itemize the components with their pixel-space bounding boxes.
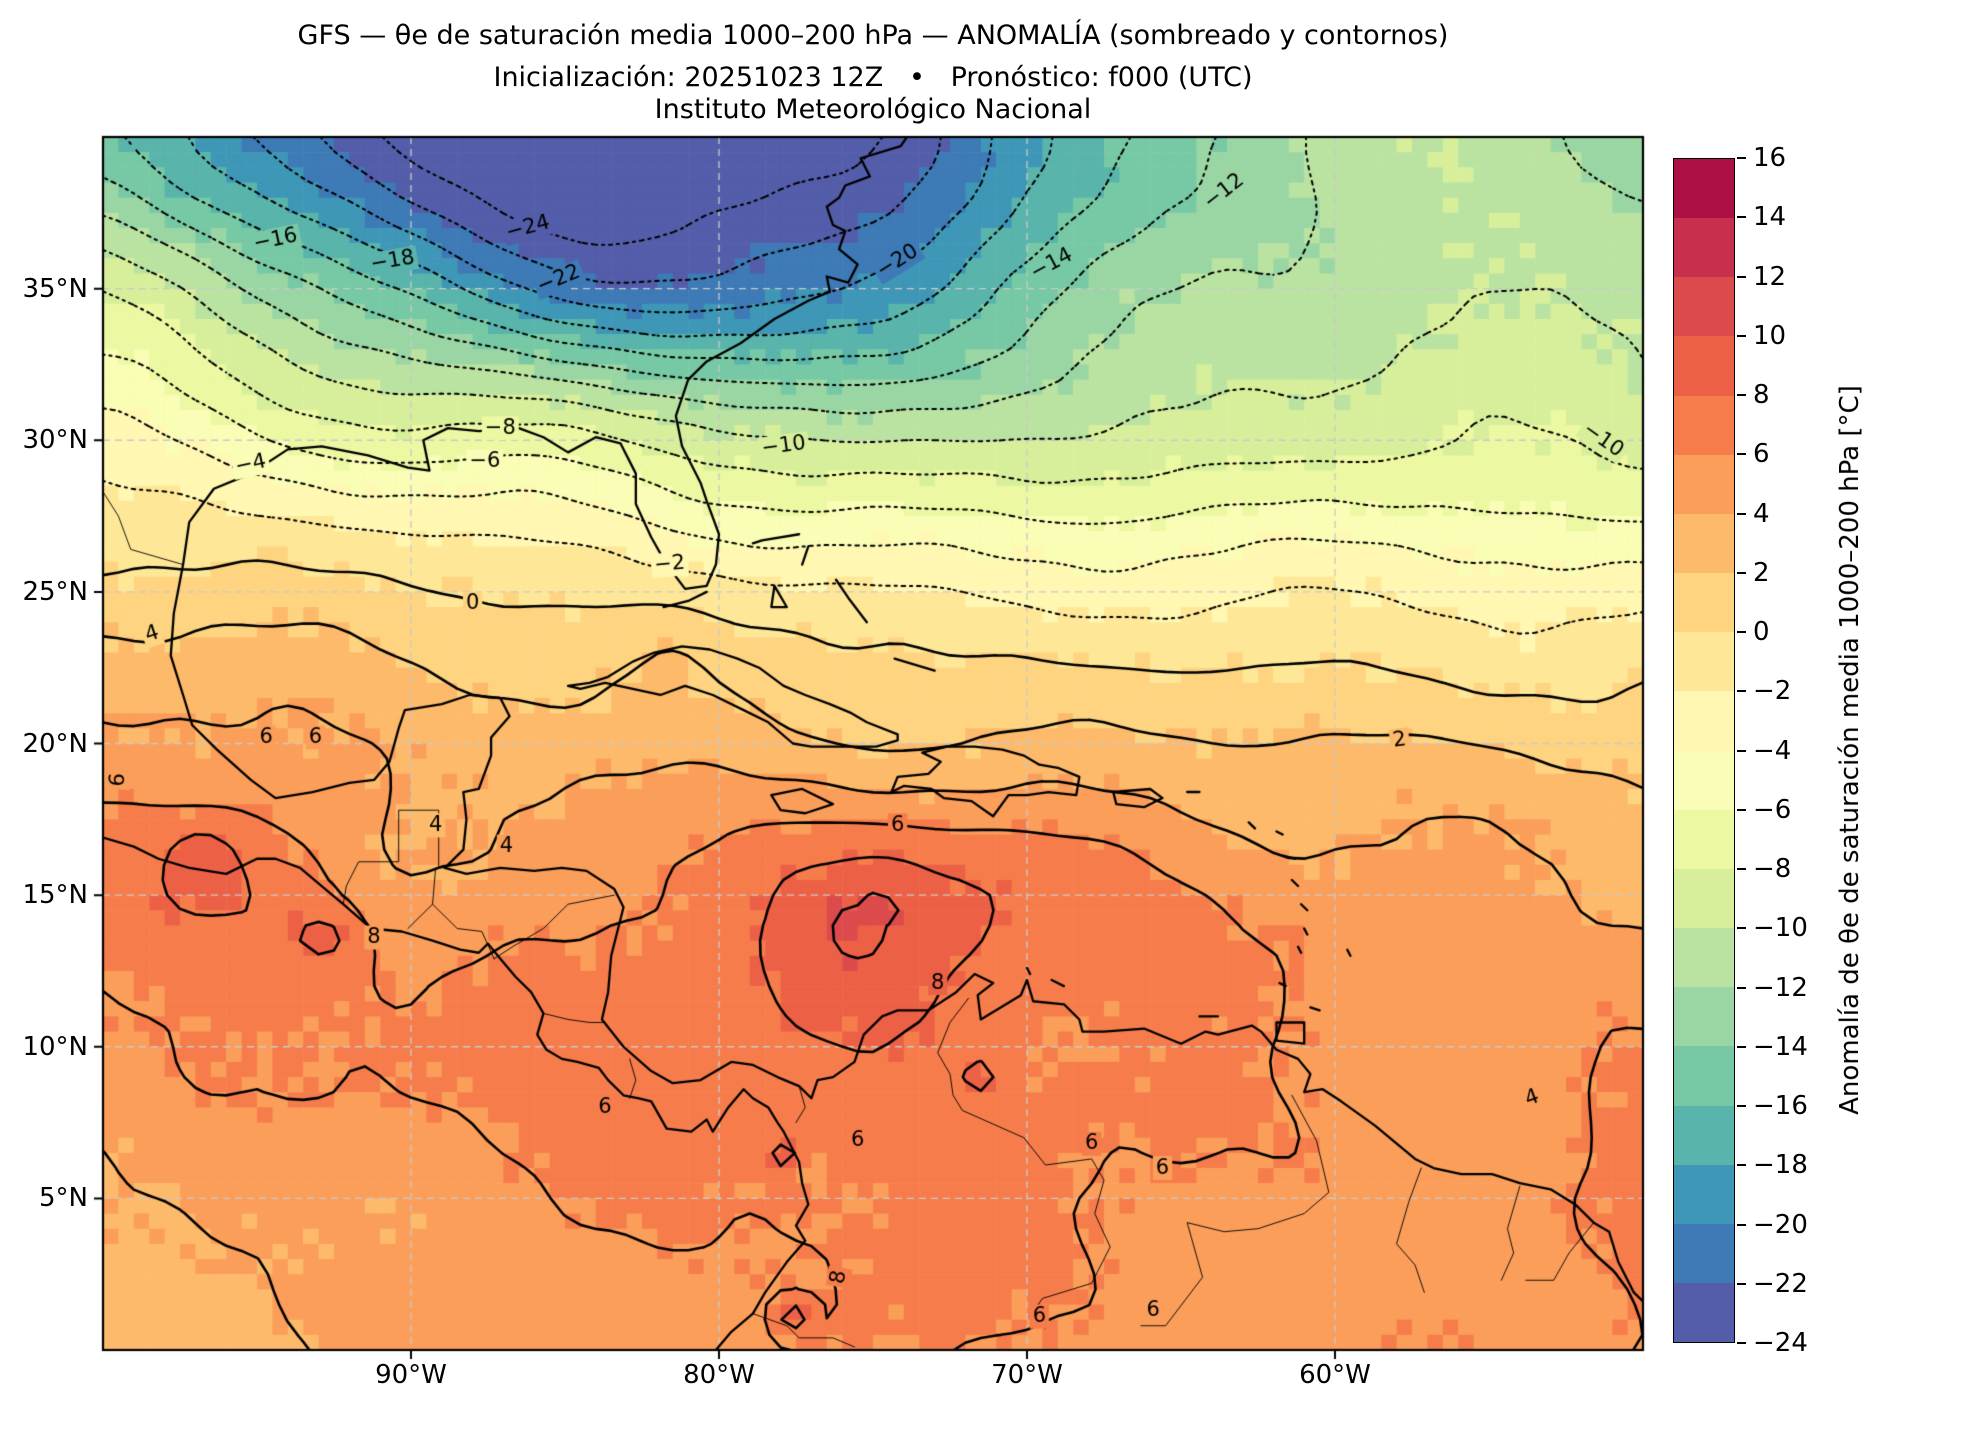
colorbar-tick-label-8: 8	[1753, 380, 1770, 410]
colorbar-tick-mark	[1737, 394, 1746, 397]
colorbar-tick-mark	[1737, 1105, 1746, 1108]
colorbar-segment-14-to-16	[1674, 159, 1734, 219]
x-tick-label-70°W: 70°W	[991, 1360, 1063, 1390]
chart-subtitle-institution: Instituto Meteorológico Nacional	[654, 94, 1092, 125]
colorbar-tick-label-14: 14	[1753, 202, 1787, 233]
colorbar-tick-label-12: 12	[1753, 261, 1787, 292]
colorbar-tick-mark	[1737, 571, 1746, 574]
colorbar-segment--10-to--8	[1674, 868, 1734, 929]
colorbar-segment--4-to--2	[1674, 691, 1734, 751]
colorbar-label: Anomalía de θe de saturación media 1000–…	[1835, 385, 1865, 1115]
colorbar-segment--6-to--4	[1674, 750, 1734, 810]
colorbar-segment--22-to--20	[1674, 1223, 1734, 1283]
colorbar-tick-mark	[1737, 334, 1746, 337]
colorbar-tick-mark	[1737, 1342, 1746, 1345]
colorbar-tick-label-−14: −14	[1753, 1031, 1808, 1062]
colorbar-tick-mark	[1737, 1282, 1746, 1285]
colorbar-tick-mark	[1737, 1223, 1746, 1226]
colorbar-segment-8-to-10	[1674, 336, 1734, 396]
y-tick-label-20°N: 20°N	[22, 728, 88, 759]
y-tick-label-30°N: 30°N	[22, 425, 88, 456]
colorbar-tick-label-−12: −12	[1753, 972, 1808, 1003]
colorbar-segment--24-to--22	[1674, 1282, 1734, 1343]
colorbar-tick-label-0: 0	[1753, 617, 1770, 647]
colorbar-segment-6-to-8	[1674, 395, 1734, 455]
colorbar-segment-4-to-6	[1674, 454, 1734, 514]
colorbar-segment--16-to--14	[1674, 1046, 1734, 1106]
colorbar-tick-mark	[1737, 927, 1746, 930]
colorbar-tick-label-2: 2	[1753, 557, 1770, 588]
colorbar-tick-label-10: 10	[1753, 320, 1787, 351]
colorbar-tick-label-6: 6	[1753, 439, 1770, 470]
colorbar-tick-mark	[1737, 1164, 1746, 1167]
x-tick-label-80°W: 80°W	[683, 1360, 755, 1390]
y-tick-label-35°N: 35°N	[22, 273, 88, 304]
y-tick-label-10°N: 10°N	[22, 1031, 88, 1062]
colorbar-tick-mark	[1737, 986, 1746, 989]
chart-title: GFS — θe de saturación media 1000–200 hP…	[297, 20, 1449, 51]
colorbar-segment-0-to-2	[1674, 573, 1734, 633]
colorbar-tick-mark	[1737, 1045, 1746, 1048]
colorbar-segment-2-to-4	[1674, 513, 1734, 574]
colorbar-tick-mark	[1737, 275, 1746, 278]
x-tick-label-90°W: 90°W	[375, 1360, 447, 1390]
colorbar-segment--8-to--6	[1674, 809, 1734, 869]
colorbar-segment--20-to--18	[1674, 1164, 1734, 1224]
colorbar-segment--18-to--16	[1674, 1105, 1734, 1165]
colorbar-segment-12-to-14	[1674, 218, 1734, 278]
colorbar-tick-label-4: 4	[1753, 498, 1770, 529]
colorbar-tick-label-−22: −22	[1753, 1268, 1808, 1299]
colorbar-tick-mark	[1737, 868, 1746, 871]
x-tick-label-60°W: 60°W	[1299, 1360, 1371, 1390]
colorbar-tick-mark	[1737, 749, 1746, 752]
colorbar-tick-label-−4: −4	[1753, 735, 1792, 766]
colorbar-tick-mark	[1737, 808, 1746, 811]
colorbar-tick-label-−8: −8	[1753, 854, 1792, 884]
y-tick-label-5°N: 5°N	[39, 1183, 88, 1214]
y-tick-label-25°N: 25°N	[22, 576, 88, 607]
colorbar-tick-label-−10: −10	[1753, 913, 1808, 944]
colorbar-tick-label-16: 16	[1753, 143, 1787, 173]
colorbar-tick-mark	[1737, 216, 1746, 219]
colorbar-tick-label-−18: −18	[1753, 1150, 1808, 1181]
colorbar-segment-10-to-12	[1674, 277, 1734, 337]
colorbar-segment--14-to--12	[1674, 987, 1734, 1047]
colorbar-tick-label-−16: −16	[1753, 1091, 1808, 1121]
colorbar-tick-mark	[1737, 453, 1746, 456]
colorbar-tick-mark	[1737, 690, 1746, 693]
colorbar-segment--12-to--10	[1674, 928, 1734, 988]
chart-subtitle-init-forecast: Inicialización: 20251023 12Z • Pronóstic…	[493, 62, 1253, 93]
colorbar-segment--2-to-0	[1674, 632, 1734, 692]
colorbar-tick-label-−2: −2	[1753, 676, 1792, 707]
colorbar-tick-mark	[1737, 512, 1746, 515]
colorbar	[1673, 158, 1735, 1343]
colorbar-tick-mark	[1737, 157, 1746, 160]
colorbar-tick-label-−20: −20	[1753, 1209, 1808, 1240]
colorbar-tick-mark	[1737, 631, 1746, 634]
colorbar-tick-label-−24: −24	[1753, 1328, 1808, 1358]
y-tick-label-15°N: 15°N	[22, 880, 88, 911]
colorbar-tick-label-−6: −6	[1753, 794, 1792, 825]
